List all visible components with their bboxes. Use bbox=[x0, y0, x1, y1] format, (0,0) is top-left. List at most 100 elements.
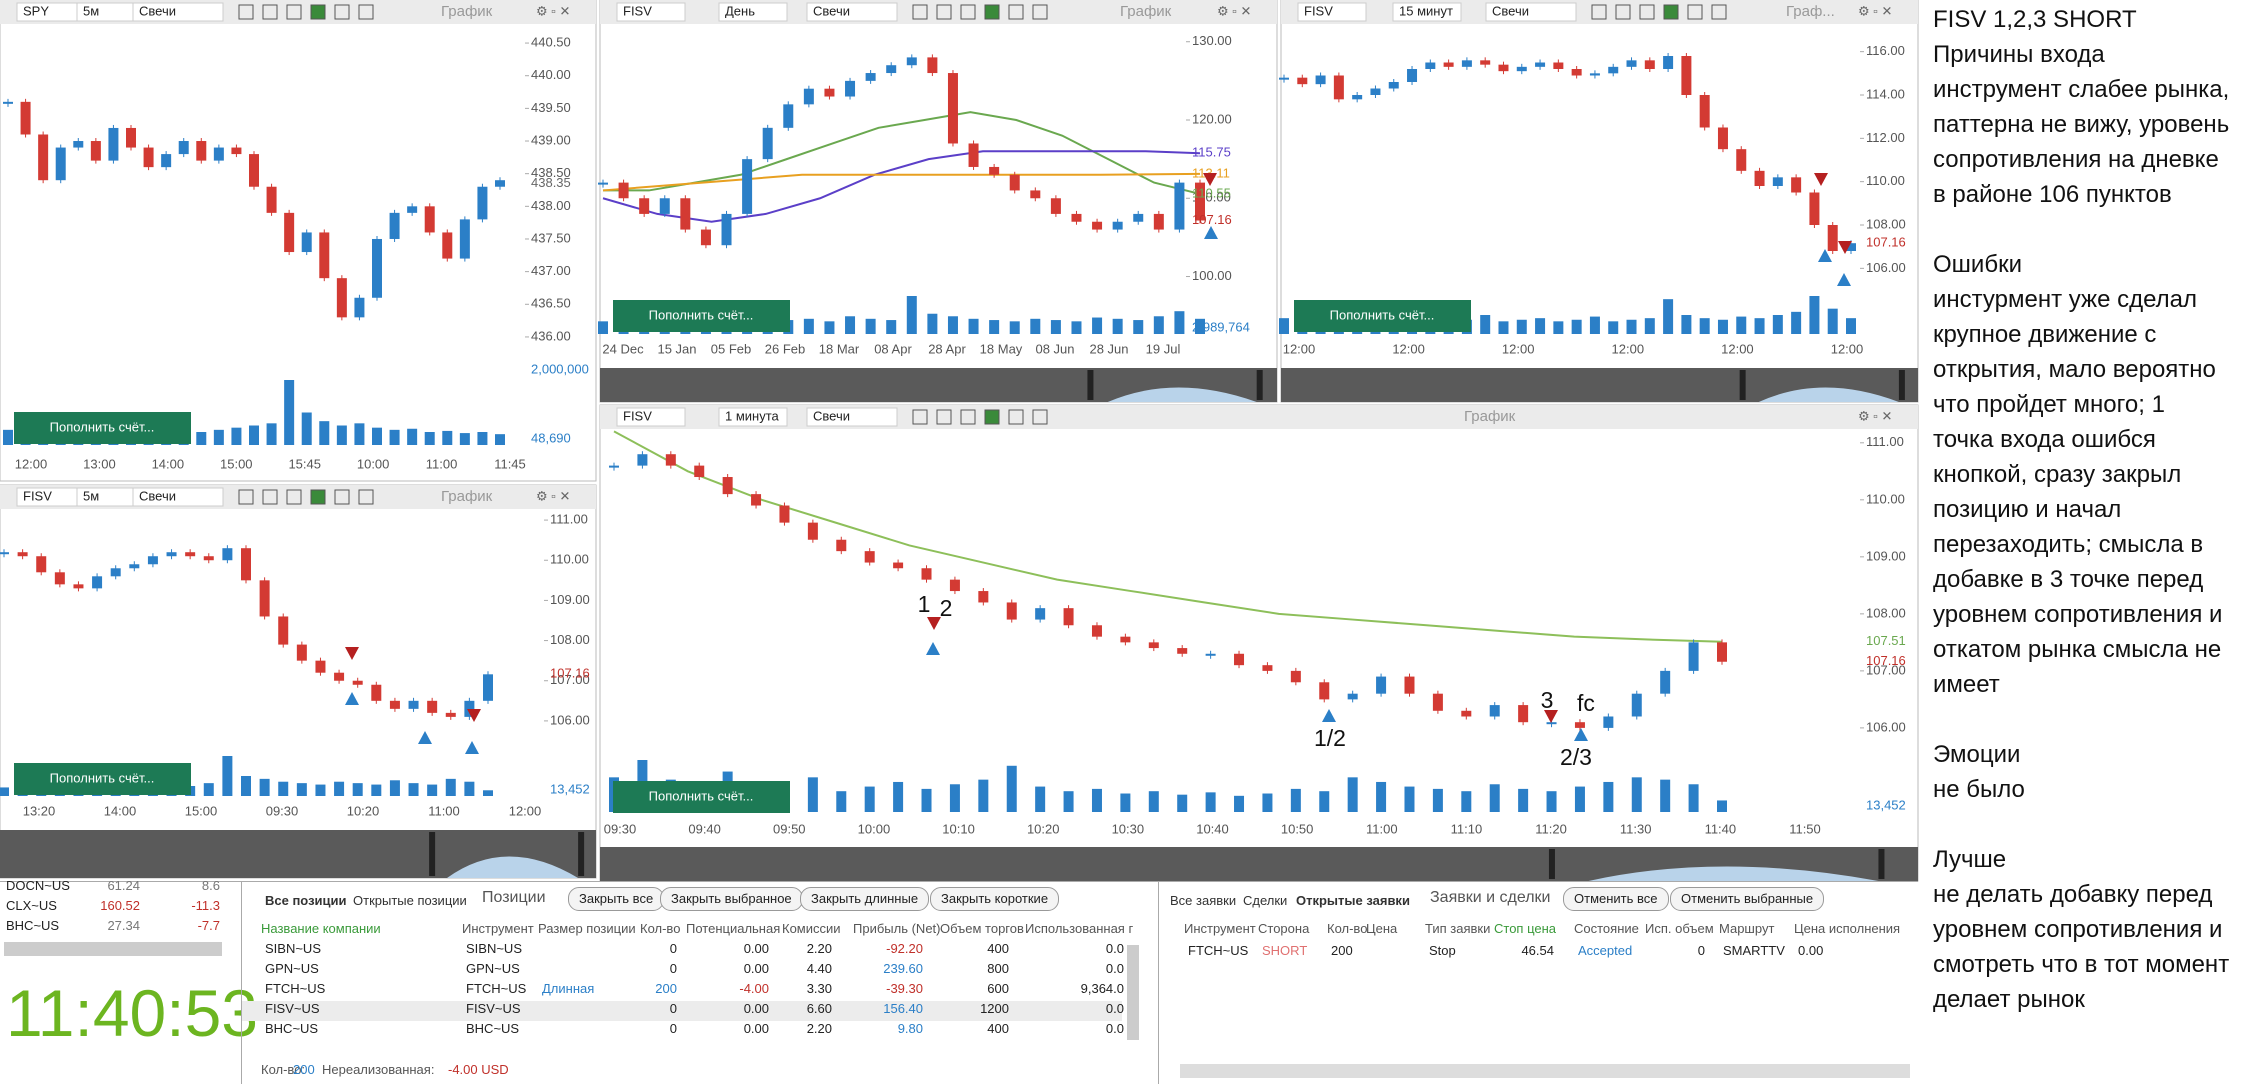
positions-button[interactable]: Закрыть выбранное bbox=[660, 887, 803, 911]
candle bbox=[54, 572, 65, 585]
toolbar-select[interactable] bbox=[806, 407, 898, 427]
x-tick-label: 10:20 bbox=[347, 803, 380, 818]
scroll-handle[interactable] bbox=[429, 832, 436, 876]
toolbar-icon[interactable] bbox=[984, 4, 1000, 20]
candle bbox=[185, 552, 196, 557]
toolbar-icon[interactable] bbox=[1615, 4, 1631, 20]
deposit-button-label[interactable]: Пополнить счёт... bbox=[649, 307, 754, 322]
positions-tab[interactable]: Открытые позиции bbox=[353, 893, 467, 908]
toolbar-interval[interactable]: 1 минута bbox=[725, 408, 780, 423]
toolbar-select[interactable] bbox=[616, 407, 686, 427]
toolbar-interval[interactable]: День bbox=[725, 3, 755, 18]
toolbar-icon[interactable] bbox=[912, 409, 928, 425]
toolbar-icon[interactable] bbox=[1008, 4, 1024, 20]
orders-tab[interactable]: Все заявки bbox=[1170, 893, 1237, 908]
scroll-handle[interactable] bbox=[1256, 370, 1263, 400]
toolbar-style[interactable]: Свечи bbox=[1492, 3, 1529, 18]
toolbar-interval[interactable]: 15 минут bbox=[1399, 3, 1453, 18]
toolbar-style[interactable]: Свечи bbox=[139, 3, 176, 18]
candle bbox=[1290, 670, 1301, 683]
toolbar-icon[interactable] bbox=[984, 409, 1000, 425]
toolbar-icon[interactable] bbox=[286, 489, 302, 505]
toolbar-symbol[interactable]: FISV bbox=[623, 408, 652, 423]
toolbar-icon[interactable] bbox=[960, 409, 976, 425]
y-tick-label: 110.00 bbox=[1866, 491, 1905, 506]
positions-button[interactable]: Закрыть короткие bbox=[930, 887, 1060, 911]
toolbar-interval[interactable]: 5м bbox=[83, 488, 99, 503]
toolbar-symbol[interactable]: FISV bbox=[623, 3, 652, 18]
toolbar-icon[interactable] bbox=[1032, 4, 1048, 20]
toolbar-icon[interactable] bbox=[358, 4, 374, 20]
orders-button[interactable]: Отменить выбранные bbox=[1670, 887, 1825, 911]
toolbar-select[interactable] bbox=[132, 2, 224, 22]
toolbar-icon[interactable] bbox=[238, 489, 254, 505]
toolbar-icon[interactable] bbox=[1032, 409, 1048, 425]
toolbar-icon[interactable] bbox=[358, 489, 374, 505]
deposit-button-label[interactable]: Пополнить счёт... bbox=[649, 788, 754, 803]
toolbar-icon[interactable] bbox=[334, 4, 350, 20]
scroll-handle[interactable] bbox=[1548, 849, 1555, 879]
toolbar-style[interactable]: Свечи bbox=[813, 3, 850, 18]
candle bbox=[231, 147, 242, 155]
toolbar-icon[interactable] bbox=[310, 4, 326, 20]
orders-tab[interactable]: Сделки bbox=[1243, 893, 1288, 908]
toolbar-symbol[interactable]: SPY bbox=[23, 3, 49, 18]
x-tick-label: 14:00 bbox=[152, 456, 185, 471]
toolbar-select[interactable] bbox=[806, 2, 898, 22]
toolbar-select[interactable] bbox=[1297, 2, 1367, 22]
scroll-handle[interactable] bbox=[1898, 370, 1905, 400]
toolbar-style[interactable]: Свечи bbox=[813, 408, 850, 423]
toolbar-icon[interactable] bbox=[1711, 4, 1727, 20]
toolbar-select[interactable] bbox=[1392, 2, 1462, 22]
positions-column: Потенциальная bbox=[686, 921, 781, 936]
toolbar-select[interactable] bbox=[1485, 2, 1577, 22]
deposit-button[interactable] bbox=[14, 763, 191, 795]
toolbar-select[interactable] bbox=[718, 407, 788, 427]
toolbar-icon[interactable] bbox=[310, 489, 326, 505]
deposit-button[interactable] bbox=[613, 300, 790, 332]
toolbar-icon[interactable] bbox=[912, 4, 928, 20]
toolbar-select[interactable] bbox=[718, 2, 788, 22]
positions-tab[interactable]: Все позиции bbox=[265, 893, 347, 908]
candle bbox=[301, 232, 312, 253]
deposit-button-label[interactable]: Пополнить счёт... bbox=[50, 770, 155, 785]
scroll-handle[interactable] bbox=[1087, 370, 1094, 400]
positions-button[interactable]: Закрыть все bbox=[568, 887, 665, 911]
candle bbox=[0, 552, 9, 555]
toolbar-style[interactable]: Свечи bbox=[139, 488, 176, 503]
deposit-button-label[interactable]: Пополнить счёт... bbox=[1330, 307, 1435, 322]
volume-bar bbox=[824, 321, 835, 334]
toolbar-symbol[interactable]: FISV bbox=[1304, 3, 1333, 18]
toolbar-icon[interactable] bbox=[960, 4, 976, 20]
orders-tab[interactable]: Открытые заявки bbox=[1296, 893, 1410, 908]
toolbar-icon[interactable] bbox=[1008, 409, 1024, 425]
scroll-handle[interactable] bbox=[1878, 849, 1885, 879]
orders-button[interactable]: Отменить все bbox=[1563, 887, 1669, 911]
toolbar-icon[interactable] bbox=[936, 409, 952, 425]
toolbar-icon[interactable] bbox=[238, 4, 254, 20]
toolbar-symbol[interactable]: FISV bbox=[23, 488, 52, 503]
toolbar-icon[interactable] bbox=[1663, 4, 1679, 20]
toolbar-icon[interactable] bbox=[1591, 4, 1607, 20]
toolbar-icon[interactable] bbox=[1687, 4, 1703, 20]
deposit-button[interactable] bbox=[613, 781, 790, 813]
toolbar-icon[interactable] bbox=[286, 4, 302, 20]
toolbar-icon[interactable] bbox=[262, 489, 278, 505]
scroll-preview bbox=[1588, 866, 1879, 881]
toolbar-icon[interactable] bbox=[262, 4, 278, 20]
toolbar-icon[interactable] bbox=[936, 4, 952, 20]
toolbar-select[interactable] bbox=[132, 487, 224, 507]
positions-button[interactable]: Закрыть длинные bbox=[800, 887, 930, 911]
deposit-button[interactable] bbox=[1294, 300, 1471, 332]
toolbar-icon[interactable] bbox=[1639, 4, 1655, 20]
deposit-button-label[interactable]: Пополнить счёт... bbox=[50, 419, 155, 434]
scroll-handle[interactable] bbox=[1739, 370, 1746, 400]
toolbar-icon[interactable] bbox=[334, 489, 350, 505]
candle bbox=[1754, 170, 1765, 186]
scroll-handle[interactable] bbox=[578, 832, 585, 876]
deposit-button[interactable] bbox=[14, 412, 191, 444]
candle bbox=[864, 551, 875, 563]
toolbar-select[interactable] bbox=[616, 2, 686, 22]
positions-column: Название компании bbox=[261, 921, 381, 936]
toolbar-interval[interactable]: 5м bbox=[83, 3, 99, 18]
